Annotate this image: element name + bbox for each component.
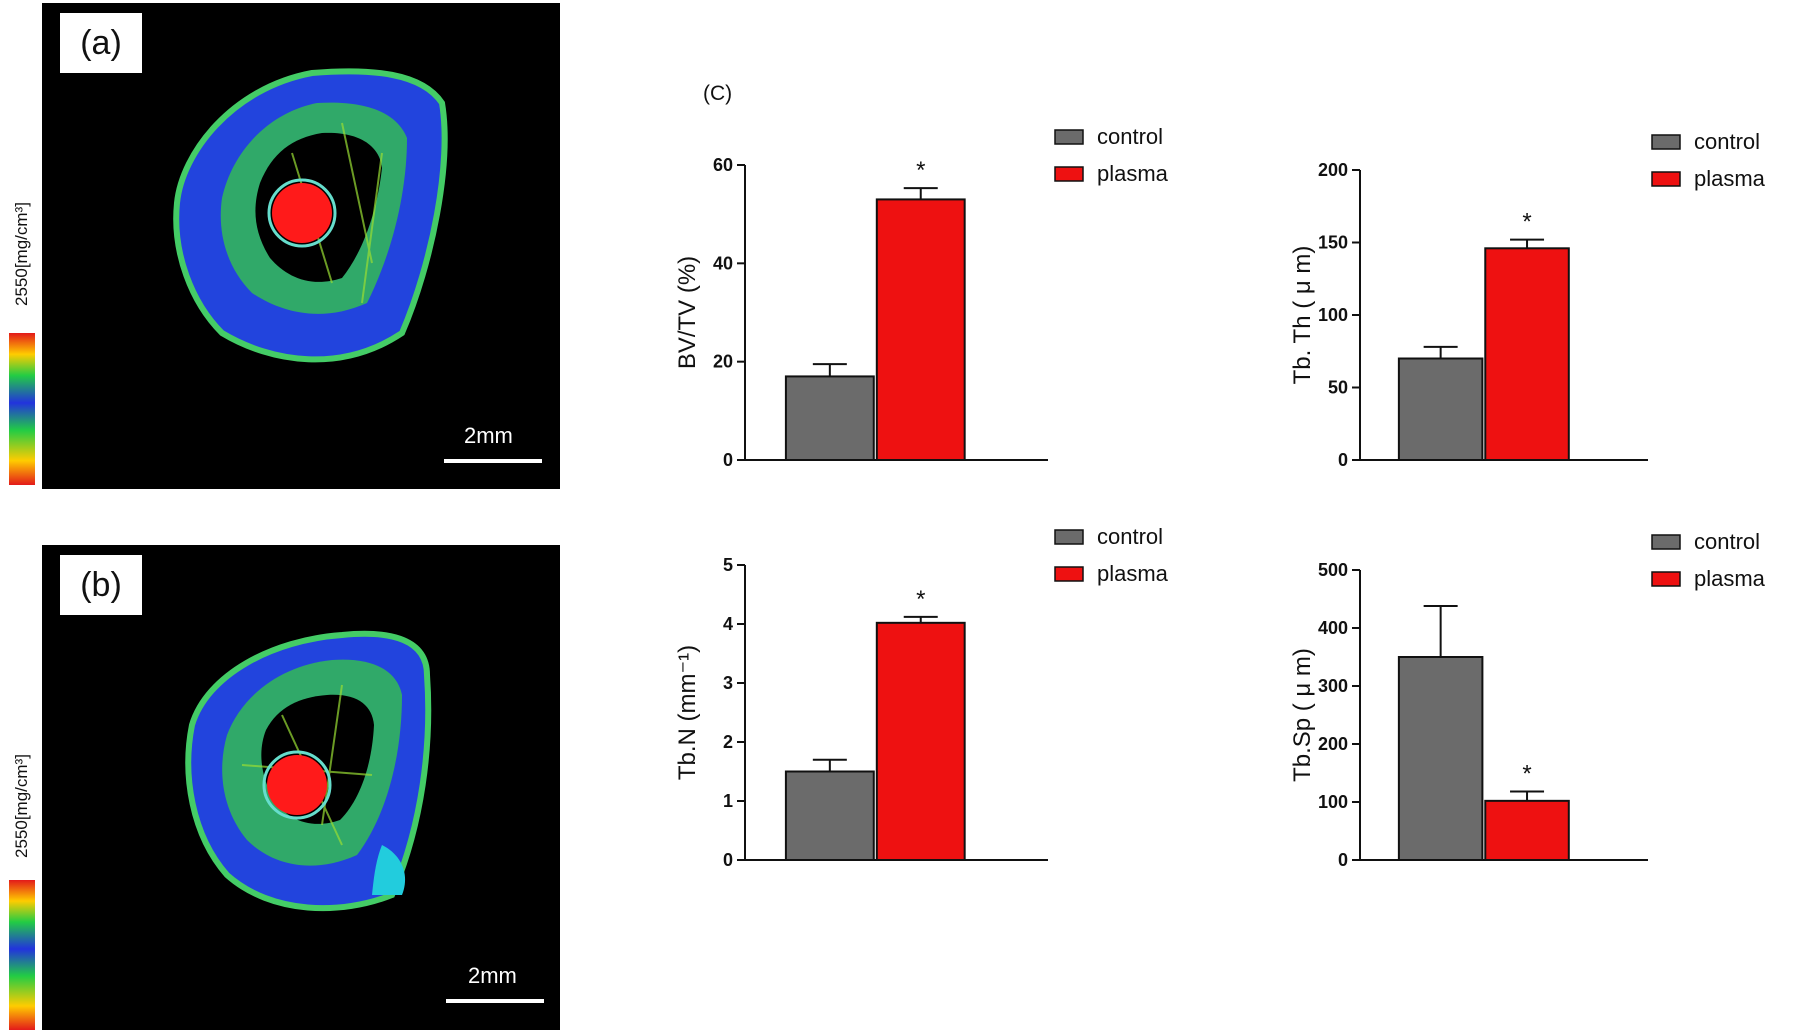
bar-control xyxy=(1397,357,1484,461)
y-tick-label: 2 xyxy=(723,732,733,752)
y-axis-label: BV/TV (%) xyxy=(674,256,701,369)
legend-label-plasma: plasma xyxy=(1097,161,1169,186)
legend-label-control: control xyxy=(1694,529,1760,554)
legend-swatch-control xyxy=(1054,529,1084,545)
y-tick-label: 60 xyxy=(713,155,733,175)
chart-tb-th: 0 50 100 150 200 Tb. Th ( μ m) * control plasma xyxy=(1289,129,1766,470)
legend-swatch-control xyxy=(1054,129,1084,145)
y-tick-label: 150 xyxy=(1318,233,1348,253)
legend-swatch-plasma xyxy=(1651,171,1681,187)
y-tick-label: 0 xyxy=(723,450,733,470)
legend-label-control: control xyxy=(1097,524,1163,549)
y-tick-label: 40 xyxy=(713,253,733,273)
chart-tb-n: 0 1 2 3 4 5 Tb.N (mm⁻¹) * control plasma xyxy=(674,524,1169,870)
y-tick-label: 50 xyxy=(1328,378,1348,398)
significance-marker: * xyxy=(1522,209,1531,236)
y-tick-label: 500 xyxy=(1318,560,1348,580)
significance-marker: * xyxy=(916,157,925,184)
chart-tb-sp: 0 100 200 300 400 500 Tb.Sp ( μ m) * control plas… xyxy=(1289,529,1766,870)
colorbar-label-a: 2550[mg/cm³] xyxy=(12,202,31,306)
scale-bar-b xyxy=(446,999,544,1003)
bar-plasma xyxy=(875,198,966,462)
legend-swatch-plasma xyxy=(1651,571,1681,587)
bar-control xyxy=(784,375,875,461)
y-tick-label: 200 xyxy=(1318,734,1348,754)
micro-ct-image-b: (b) 2mm xyxy=(42,545,560,1030)
legend-label-control: control xyxy=(1097,124,1163,149)
y-tick-label: 0 xyxy=(1338,450,1348,470)
y-tick-label: 100 xyxy=(1318,792,1348,812)
legend-swatch-control xyxy=(1651,534,1681,550)
y-axis-label: Tb. Th ( μ m) xyxy=(1289,246,1316,385)
y-tick-label: 1 xyxy=(723,791,733,811)
legend-label-plasma: plasma xyxy=(1097,561,1169,586)
legend-label-plasma: plasma xyxy=(1694,166,1766,191)
y-tick-label: 5 xyxy=(723,555,733,575)
significance-marker: * xyxy=(1522,761,1531,788)
y-tick-label: 400 xyxy=(1318,618,1348,638)
legend-swatch-control xyxy=(1651,134,1681,150)
legend-label-control: control xyxy=(1694,129,1760,154)
y-tick-label: 3 xyxy=(723,673,733,693)
scale-bar-a xyxy=(444,459,542,463)
y-axis-label: Tb.Sp ( μ m) xyxy=(1289,648,1316,782)
chart-bv-tv: 0 20 40 60 BV/TV (%) * control plasma xyxy=(674,124,1169,470)
panel-label-a: (a) xyxy=(60,13,142,73)
y-tick-label: 20 xyxy=(713,352,733,372)
y-tick-label: 100 xyxy=(1318,305,1348,325)
legend-swatch-plasma xyxy=(1054,166,1084,182)
bar-plasma xyxy=(1484,247,1570,461)
bar-plasma xyxy=(1484,799,1570,861)
bar-control xyxy=(784,770,875,861)
significance-marker: * xyxy=(916,586,925,613)
y-tick-label: 0 xyxy=(1338,850,1348,870)
legend-swatch-plasma xyxy=(1054,566,1084,582)
bone-cross-section-b xyxy=(185,630,432,912)
y-axis-label: Tb.N (mm⁻¹) xyxy=(674,645,701,780)
bar-plasma xyxy=(875,621,966,861)
colorbar-a xyxy=(9,333,35,485)
colorbar-b xyxy=(9,880,35,1030)
bar-control xyxy=(1397,656,1484,861)
panel-label-b: (b) xyxy=(60,555,142,615)
y-tick-label: 0 xyxy=(723,850,733,870)
micro-ct-image-a: (a) 2mm xyxy=(42,3,560,489)
y-tick-label: 300 xyxy=(1318,676,1348,696)
scale-bar-label-b: 2mm xyxy=(468,963,517,988)
y-tick-label: 4 xyxy=(723,614,733,634)
bone-cross-section-a xyxy=(173,68,448,363)
scale-bar-label-a: 2mm xyxy=(464,423,513,448)
y-tick-label: 200 xyxy=(1318,160,1348,180)
panel-label-c: (C) xyxy=(703,82,733,105)
colorbar-label-b: 2550[mg/cm³] xyxy=(12,754,31,858)
legend-label-plasma: plasma xyxy=(1694,566,1766,591)
